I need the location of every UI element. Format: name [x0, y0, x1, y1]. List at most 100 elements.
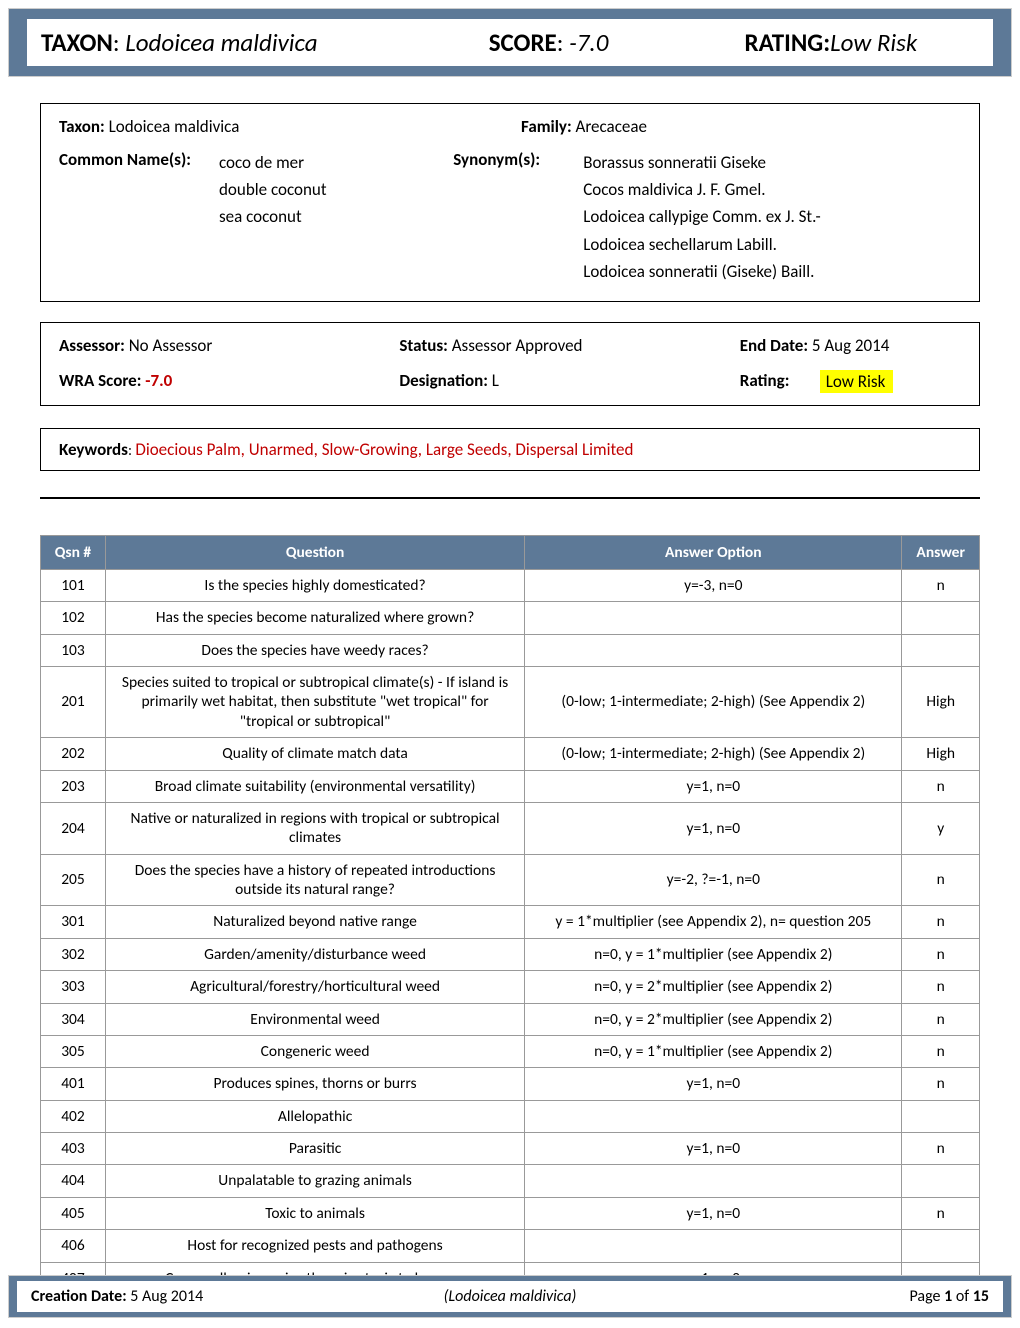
- common-name-item: double coconut: [219, 176, 453, 203]
- table-row: 403Parasiticy=1, n=0n: [41, 1133, 980, 1165]
- status-label: Status:: [399, 335, 448, 356]
- cell-qsn: 101: [41, 569, 106, 601]
- keywords-box: Keywords: Dioecious Palm, Unarmed, Slow-…: [40, 428, 980, 471]
- keywords-label: Keywords: [59, 439, 128, 460]
- cell-qsn: 402: [41, 1100, 106, 1132]
- table-row: 305Congeneric weedn=0, y = 1*multiplier …: [41, 1035, 980, 1067]
- cell-answer: n: [902, 1003, 980, 1035]
- cell-option: [525, 1165, 902, 1197]
- synonyms-list: Borassus sonneratii Giseke Cocos maldivi…: [583, 149, 961, 285]
- score-value: -7.0: [569, 27, 608, 58]
- table-row: 406Host for recognized pests and pathoge…: [41, 1230, 980, 1262]
- footer-page-label: Page: [910, 1287, 941, 1306]
- table-row: 301Naturalized beyond native rangey = 1*…: [41, 906, 980, 938]
- assessor-label: Assessor:: [59, 335, 125, 356]
- table-row: 402Allelopathic: [41, 1100, 980, 1132]
- table-row: 201Species suited to tropical or subtrop…: [41, 667, 980, 738]
- synonyms-label: Synonym(s):: [453, 149, 583, 285]
- cell-answer: High: [902, 667, 980, 738]
- designation-value: L: [492, 370, 499, 391]
- cell-question: Allelopathic: [105, 1100, 524, 1132]
- rating-value: Low Risk: [830, 27, 917, 58]
- cell-option: [525, 634, 902, 666]
- designation-label: Designation:: [399, 370, 488, 391]
- cell-qsn: 202: [41, 738, 106, 770]
- cell-answer: n: [902, 906, 980, 938]
- table-row: 302Garden/amenity/disturbance weedn=0, y…: [41, 938, 980, 970]
- cell-option: y=-2, ?=-1, n=0: [525, 854, 902, 906]
- status-value: Assessor Approved: [452, 335, 583, 356]
- cell-option: y=-3, n=0: [525, 569, 902, 601]
- enddate-field: End Date: 5 Aug 2014: [740, 335, 961, 356]
- taxon-value: Lodoicea maldivica: [125, 27, 317, 58]
- synonym-item: Lodoicea sonneratii (Giseke) Baill.: [583, 258, 961, 285]
- table-row: 304Environmental weedn=0, y = 2*multipli…: [41, 1003, 980, 1035]
- assessor-field: Assessor: No Assessor: [59, 335, 399, 356]
- cell-answer: n: [902, 770, 980, 802]
- table-row: 102Has the species become naturalized wh…: [41, 602, 980, 634]
- synonym-item: Cocos maldivica J. F. Gmel.: [583, 176, 961, 203]
- cell-question: Agricultural/forestry/horticultural weed: [105, 971, 524, 1003]
- status-field: Status: Assessor Approved: [399, 335, 739, 356]
- cell-option: n=0, y = 1*multiplier (see Appendix 2): [525, 938, 902, 970]
- cell-answer: n: [902, 1133, 980, 1165]
- common-names-list: coco de mer double coconut sea coconut: [219, 149, 453, 285]
- cell-qsn: 304: [41, 1003, 106, 1035]
- col-option: Answer Option: [525, 535, 902, 569]
- cell-question: Congeneric weed: [105, 1035, 524, 1067]
- cell-qsn: 406: [41, 1230, 106, 1262]
- cell-qsn: 205: [41, 854, 106, 906]
- assessment-box: Assessor: No Assessor Status: Assessor A…: [40, 322, 980, 406]
- cell-question: Naturalized beyond native range: [105, 906, 524, 938]
- table-row: 303Agricultural/forestry/horticultural w…: [41, 971, 980, 1003]
- table-row: 405Toxic to animalsy=1, n=0n: [41, 1197, 980, 1229]
- cell-answer: y: [902, 802, 980, 854]
- wra-label: WRA Score:: [59, 370, 141, 391]
- question-table: Qsn # Question Answer Option Answer 101I…: [40, 535, 980, 1295]
- cell-qsn: 401: [41, 1068, 106, 1100]
- cell-qsn: 203: [41, 770, 106, 802]
- cell-answer: n: [902, 854, 980, 906]
- designation-field: Designation: L: [399, 370, 739, 393]
- cell-answer: [902, 634, 980, 666]
- cell-question: Produces spines, thorns or burrs: [105, 1068, 524, 1100]
- cell-qsn: 302: [41, 938, 106, 970]
- cell-answer: [902, 1230, 980, 1262]
- cell-answer: n: [902, 569, 980, 601]
- cell-answer: n: [902, 971, 980, 1003]
- cell-option: y=1, n=0: [525, 1068, 902, 1100]
- taxon-field-value: Lodoicea maldivica: [109, 116, 240, 137]
- cell-question: Does the species have a history of repea…: [105, 854, 524, 906]
- cell-option: y=1, n=0: [525, 802, 902, 854]
- cell-question: Environmental weed: [105, 1003, 524, 1035]
- taxon-label: TAXON: [41, 27, 113, 58]
- footer-banner: Creation Date: 5 Aug 2014 (Lodoicea mald…: [8, 1275, 1012, 1318]
- family-field-label: Family:: [521, 116, 572, 137]
- family-field-value: Arecaceae: [576, 116, 647, 137]
- wra-value: -7.0: [145, 370, 172, 391]
- cell-question: Is the species highly domesticated?: [105, 569, 524, 601]
- cell-answer: n: [902, 1197, 980, 1229]
- footer-page-of: of: [956, 1287, 969, 1306]
- cell-answer: n: [902, 938, 980, 970]
- cell-qsn: 305: [41, 1035, 106, 1067]
- table-row: 202Quality of climate match data(0-low; …: [41, 738, 980, 770]
- cell-answer: [902, 602, 980, 634]
- family-field: Family: Arecaceae: [521, 116, 961, 137]
- footer-page: Page 1 of 15: [670, 1287, 989, 1306]
- cell-question: Has the species become naturalized where…: [105, 602, 524, 634]
- common-name-item: sea coconut: [219, 203, 453, 230]
- cell-qsn: 405: [41, 1197, 106, 1229]
- col-question: Question: [105, 535, 524, 569]
- cell-question: Native or naturalized in regions with tr…: [105, 802, 524, 854]
- footer-center: (Lodoicea maldivica): [350, 1287, 669, 1306]
- rating-label: RATING:: [745, 27, 831, 58]
- assessor-value: No Assessor: [129, 335, 213, 356]
- rating-field: Rating: Low Risk: [740, 370, 961, 393]
- cell-option: y = 1*multiplier (see Appendix 2), n= qu…: [525, 906, 902, 938]
- cell-qsn: 403: [41, 1133, 106, 1165]
- cell-question: Quality of climate match data: [105, 738, 524, 770]
- cell-question: Broad climate suitability (environmental…: [105, 770, 524, 802]
- cell-answer: High: [902, 738, 980, 770]
- taxon-info-box: Taxon: Lodoicea maldivica Family: Arecac…: [40, 103, 980, 302]
